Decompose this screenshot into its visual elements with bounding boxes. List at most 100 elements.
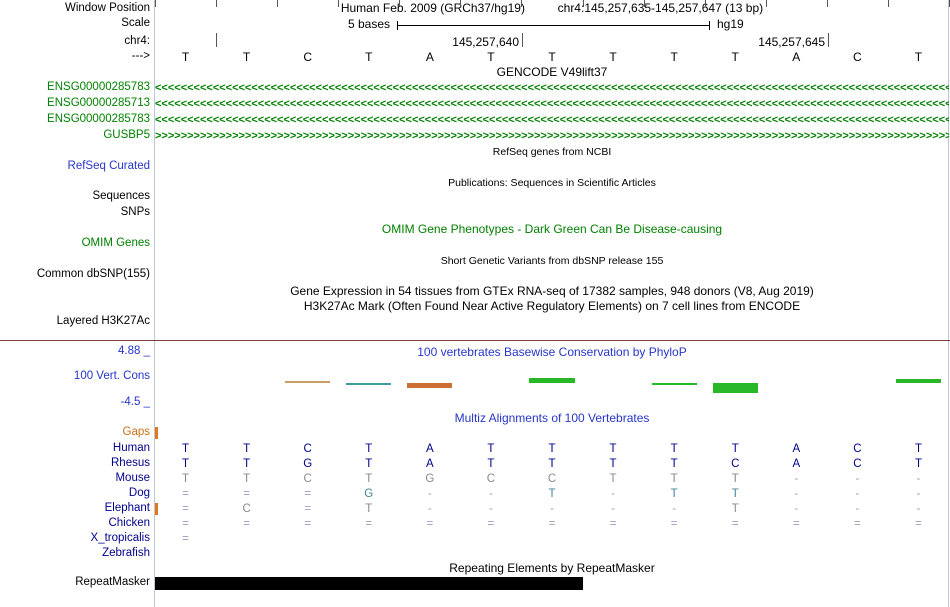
gene-structure[interactable]: >>>>>>>>>>>>>>>>>>>>>>>>>>>>>>>>>>>>>>>>… [155, 130, 949, 142]
gene-structure[interactable]: <<<<<<<<<<<<<<<<<<<<<<<<<<<<<<<<<<<<<<<<… [155, 114, 949, 126]
scale-label: Scale [121, 17, 150, 29]
alignment-base: T [548, 488, 556, 500]
window-position-label: Window Position [64, 2, 150, 14]
alignment-base: - [488, 503, 493, 515]
conservation-bar[interactable] [285, 381, 331, 383]
chromosome-label: chr4: [124, 35, 150, 47]
scale-value: 5 bases [347, 17, 390, 31]
alignment-base: - [794, 488, 799, 500]
alignment-base: = [609, 518, 617, 530]
species-label-mouse[interactable]: Mouse [115, 472, 150, 484]
repeatmasker-title[interactable]: Repeating Elements by RepeatMasker [449, 561, 655, 575]
multiz-track-title[interactable]: Multiz Alignments of 100 Vertebrates [454, 411, 650, 425]
alignment-base: G [303, 458, 313, 470]
track-label-h3k27ac[interactable]: Layered H3K27Ac [56, 315, 150, 327]
refseq-track-title[interactable]: RefSeq genes from NCBI [492, 146, 612, 158]
alignment-base: T [548, 458, 556, 470]
gene-label[interactable]: ENSG00000285783 [47, 113, 150, 125]
ruler-top-tick [643, 0, 645, 7]
alignment-base: - [672, 503, 677, 515]
track-label-refseq-curated[interactable]: RefSeq Curated [67, 160, 150, 172]
conservation-bar[interactable] [895, 379, 941, 383]
alignment-base: T [914, 458, 922, 470]
dbsnp-track-title[interactable]: Short Genetic Variants from dbSNP releas… [440, 255, 664, 267]
alignment-base: T [365, 473, 373, 485]
ruler-top-tick [765, 0, 767, 7]
base-letter: C [853, 50, 862, 64]
publications-track-title[interactable]: Publications: Sequences in Scientific Ar… [448, 177, 656, 189]
repeat-element-bar[interactable] [155, 577, 583, 590]
species-label-rhesus[interactable]: Rhesus [111, 457, 150, 469]
species-label-dog[interactable]: Dog [128, 487, 150, 499]
alignment-base: = [304, 488, 312, 500]
base-letter: T [609, 50, 617, 64]
species-label-elephant[interactable]: Elephant [104, 502, 150, 514]
gene-structure[interactable]: <<<<<<<<<<<<<<<<<<<<<<<<<<<<<<<<<<<<<<<<… [155, 98, 949, 110]
alignment-base: = [792, 518, 800, 530]
alignment-base: T [487, 458, 495, 470]
track-label-100-vert-cons[interactable]: 100 Vert. Cons [73, 370, 150, 382]
base-letter: T [181, 50, 190, 64]
conservation-track-title[interactable]: 100 vertebrates Basewise Conservation by… [417, 345, 687, 359]
track-label-omim-genes[interactable]: OMIM Genes [81, 237, 150, 249]
alignment-base: G [364, 488, 374, 500]
conservation-bar[interactable] [651, 383, 697, 385]
track-label-dbsnp[interactable]: Common dbSNP(155) [36, 268, 150, 280]
alignment-base: - [427, 503, 432, 515]
insertion-mark [155, 503, 158, 515]
gtex-track-title[interactable]: Gene Expression in 54 tissues from GTEx … [290, 284, 814, 298]
conservation-bar[interactable] [407, 383, 453, 388]
alignment-base: T [914, 443, 922, 455]
header-title: Human Feb. 2009 (GRCh37/hg19) chr4:145,2… [155, 2, 949, 15]
alignment-base: A [792, 458, 801, 470]
conservation-bar[interactable] [529, 378, 575, 383]
alignment-base: C [547, 473, 557, 485]
species-label-chicken[interactable]: Chicken [108, 517, 150, 529]
scale-genome-label: hg19 [717, 17, 744, 31]
species-label-human[interactable]: Human [112, 442, 150, 454]
alignment-base: = [182, 488, 189, 500]
conservation-bar[interactable] [346, 383, 392, 386]
alignment-base: - [855, 488, 860, 500]
alignment-base: T [670, 473, 678, 485]
alignment-base: - [611, 488, 615, 500]
base-letter: T [365, 50, 373, 64]
ruler-tick [828, 33, 829, 47]
alignment-base: T [731, 503, 739, 515]
h3k27ac-track-title[interactable]: H3K27Ac Mark (Often Found Near Active Re… [303, 299, 801, 313]
track-label-snps[interactable]: SNPs [120, 206, 150, 218]
track-label-sequences[interactable]: Sequences [92, 190, 150, 202]
species-label-zebrafish[interactable]: Zebrafish [102, 547, 150, 559]
alignment-base: = [365, 518, 373, 530]
ruler-top-tick [582, 0, 584, 7]
alignment-base: = [487, 518, 495, 530]
ruler-coordinate-label: 145,257,645 [758, 35, 825, 49]
gene-label[interactable]: ENSG00000285713 [47, 97, 150, 109]
base-letter: T [731, 50, 739, 64]
species-label-x_tropicalis[interactable]: X_tropicalis [90, 532, 150, 544]
alignment-base: A [425, 443, 434, 455]
ruler-top-tick [277, 0, 279, 7]
track-label-repeatmasker[interactable]: RepeatMasker [75, 576, 150, 588]
conservation-bar[interactable] [712, 383, 758, 393]
window-right-guideline [948, 0, 949, 607]
gene-structure[interactable]: <<<<<<<<<<<<<<<<<<<<<<<<<<<<<<<<<<<<<<<<… [155, 82, 949, 94]
alignment-base: T [670, 458, 678, 470]
alignment-base: T [182, 458, 190, 470]
track-label-gaps[interactable]: Gaps [122, 426, 151, 438]
gene-label[interactable]: GUSBP5 [103, 129, 150, 141]
alignment-base: T [182, 443, 190, 455]
alignment-base: A [792, 443, 801, 455]
alignment-base: A [425, 458, 434, 470]
alignment-base: C [242, 503, 251, 515]
ruler-top-tick [216, 0, 218, 7]
scale-bar-left-cap [397, 21, 398, 30]
alignment-base: = [304, 503, 312, 515]
gencode-track-title[interactable]: GENCODE V49lift37 [496, 65, 608, 79]
ruler-top-tick [521, 0, 523, 7]
alignment-base: G [425, 473, 435, 485]
gene-label[interactable]: ENSG00000285783 [47, 81, 150, 93]
alignment-base: T [243, 458, 251, 470]
omim-track-title[interactable]: OMIM Gene Phenotypes - Dark Green Can Be… [381, 222, 723, 236]
alignment-base: - [488, 488, 493, 500]
